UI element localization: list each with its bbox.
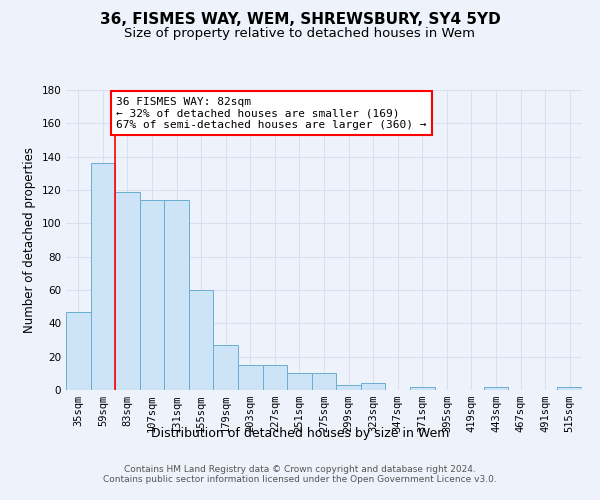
Bar (263, 365, 287, 390)
Bar (484, 386, 508, 390)
Bar (66, 312, 91, 390)
Bar (115, 192, 140, 390)
Bar (361, 384, 385, 390)
Bar (91, 164, 115, 390)
Bar (410, 386, 434, 390)
Y-axis label: Number of detached properties: Number of detached properties (23, 147, 36, 333)
Bar (214, 345, 238, 390)
Text: 36, FISMES WAY, WEM, SHREWSBURY, SY4 5YD: 36, FISMES WAY, WEM, SHREWSBURY, SY4 5YD (100, 12, 500, 28)
Bar (140, 200, 164, 390)
Text: Contains HM Land Registry data © Crown copyright and database right 2024.
Contai: Contains HM Land Registry data © Crown c… (103, 465, 497, 484)
Text: Size of property relative to detached houses in Wem: Size of property relative to detached ho… (125, 28, 476, 40)
Bar (287, 374, 312, 390)
Bar (189, 290, 214, 390)
Bar (238, 365, 263, 390)
Bar (557, 386, 582, 390)
Text: Distribution of detached houses by size in Wem: Distribution of detached houses by size … (151, 428, 449, 440)
Bar (312, 374, 336, 390)
Text: 36 FISMES WAY: 82sqm
← 32% of detached houses are smaller (169)
67% of semi-deta: 36 FISMES WAY: 82sqm ← 32% of detached h… (116, 96, 427, 130)
Bar (336, 385, 361, 390)
Bar (164, 200, 189, 390)
